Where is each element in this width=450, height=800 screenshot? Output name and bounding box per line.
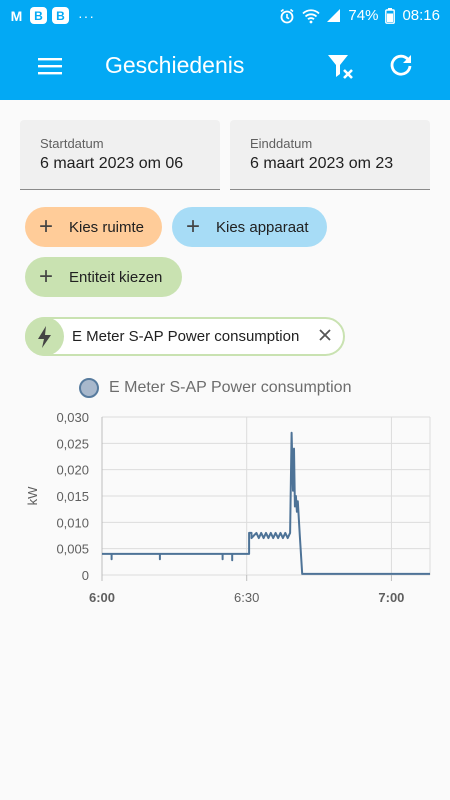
battery-percent: 74% (348, 7, 379, 24)
x-tick-label: 7:00 (378, 590, 404, 605)
y-tick-label: 0 (82, 568, 89, 583)
page-title: Geschiedenis (105, 52, 245, 78)
battery-icon (385, 7, 396, 24)
choose-room-label: Kies ruimte (69, 218, 145, 236)
series-line (102, 431, 430, 575)
plus-icon: + (185, 213, 200, 240)
plus-icon: + (38, 213, 53, 240)
app-bar: Geschiedenis (0, 32, 450, 100)
choose-room-chip[interactable]: + Kies ruimte (25, 207, 162, 247)
choose-device-label: Kies apparaat (216, 218, 309, 236)
more-notifications-icon: ··· (78, 7, 95, 24)
app-b-icon-2: B (52, 7, 69, 24)
start-date-value: 6 maart 2023 om 06 (40, 155, 184, 172)
x-tick-label: 6:30 (234, 590, 259, 605)
plus-icon: + (38, 263, 53, 290)
filter-clear-icon[interactable] (326, 52, 356, 82)
wifi-icon (302, 8, 321, 24)
app-b-icon: B (30, 7, 47, 24)
y-tick-label: 0,025 (56, 436, 89, 451)
legend-label: E Meter S-AP Power consumption (109, 379, 352, 396)
legend-swatch (79, 378, 99, 398)
signal-icon (327, 8, 341, 23)
y-tick-label: 0,020 (56, 463, 89, 478)
selected-entity-name: E Meter S-AP Power consumption (72, 328, 300, 345)
notification-icons: M B B ··· (8, 7, 95, 24)
y-tick-label: 0,030 (56, 410, 89, 425)
x-tick-label: 6:00 (89, 590, 115, 605)
remove-entity-icon[interactable] (317, 327, 333, 343)
end-date-field[interactable]: Einddatum 6 maart 2023 om 23 (230, 120, 430, 190)
y-tick-label: 0,005 (56, 542, 89, 557)
end-date-label: Einddatum (250, 136, 313, 151)
choose-entity-chip[interactable]: + Entiteit kiezen (25, 257, 182, 297)
choose-device-chip[interactable]: + Kies apparaat (172, 207, 327, 247)
lightning-bolt-icon (25, 317, 64, 356)
y-tick-label: 0,010 (56, 515, 89, 530)
end-date-value: 6 maart 2023 om 23 (250, 155, 394, 172)
selected-entity-chip[interactable]: E Meter S-AP Power consumption (25, 317, 345, 356)
choose-entity-label: Entiteit kiezen (69, 268, 163, 286)
alarm-icon (279, 8, 295, 24)
menu-icon[interactable] (37, 54, 63, 78)
status-bar: M B B ··· 74% 08:16 (0, 0, 450, 32)
gmail-icon: M (10, 7, 23, 24)
clock-time: 08:16 (402, 7, 440, 24)
y-tick-label: 0,015 (56, 489, 89, 504)
start-date-field[interactable]: Startdatum 6 maart 2023 om 06 (20, 120, 220, 190)
refresh-icon[interactable] (387, 52, 415, 80)
chart-legend[interactable]: E Meter S-AP Power consumption (79, 378, 351, 398)
system-icons: 74% 08:16 (279, 7, 440, 24)
start-date-label: Startdatum (40, 136, 104, 151)
y-axis-label: kW (25, 486, 40, 506)
history-chart[interactable]: 0,030 0,025 0,020 0,015 0,010 0,005 06:00 6:30 7… (0, 400, 450, 620)
